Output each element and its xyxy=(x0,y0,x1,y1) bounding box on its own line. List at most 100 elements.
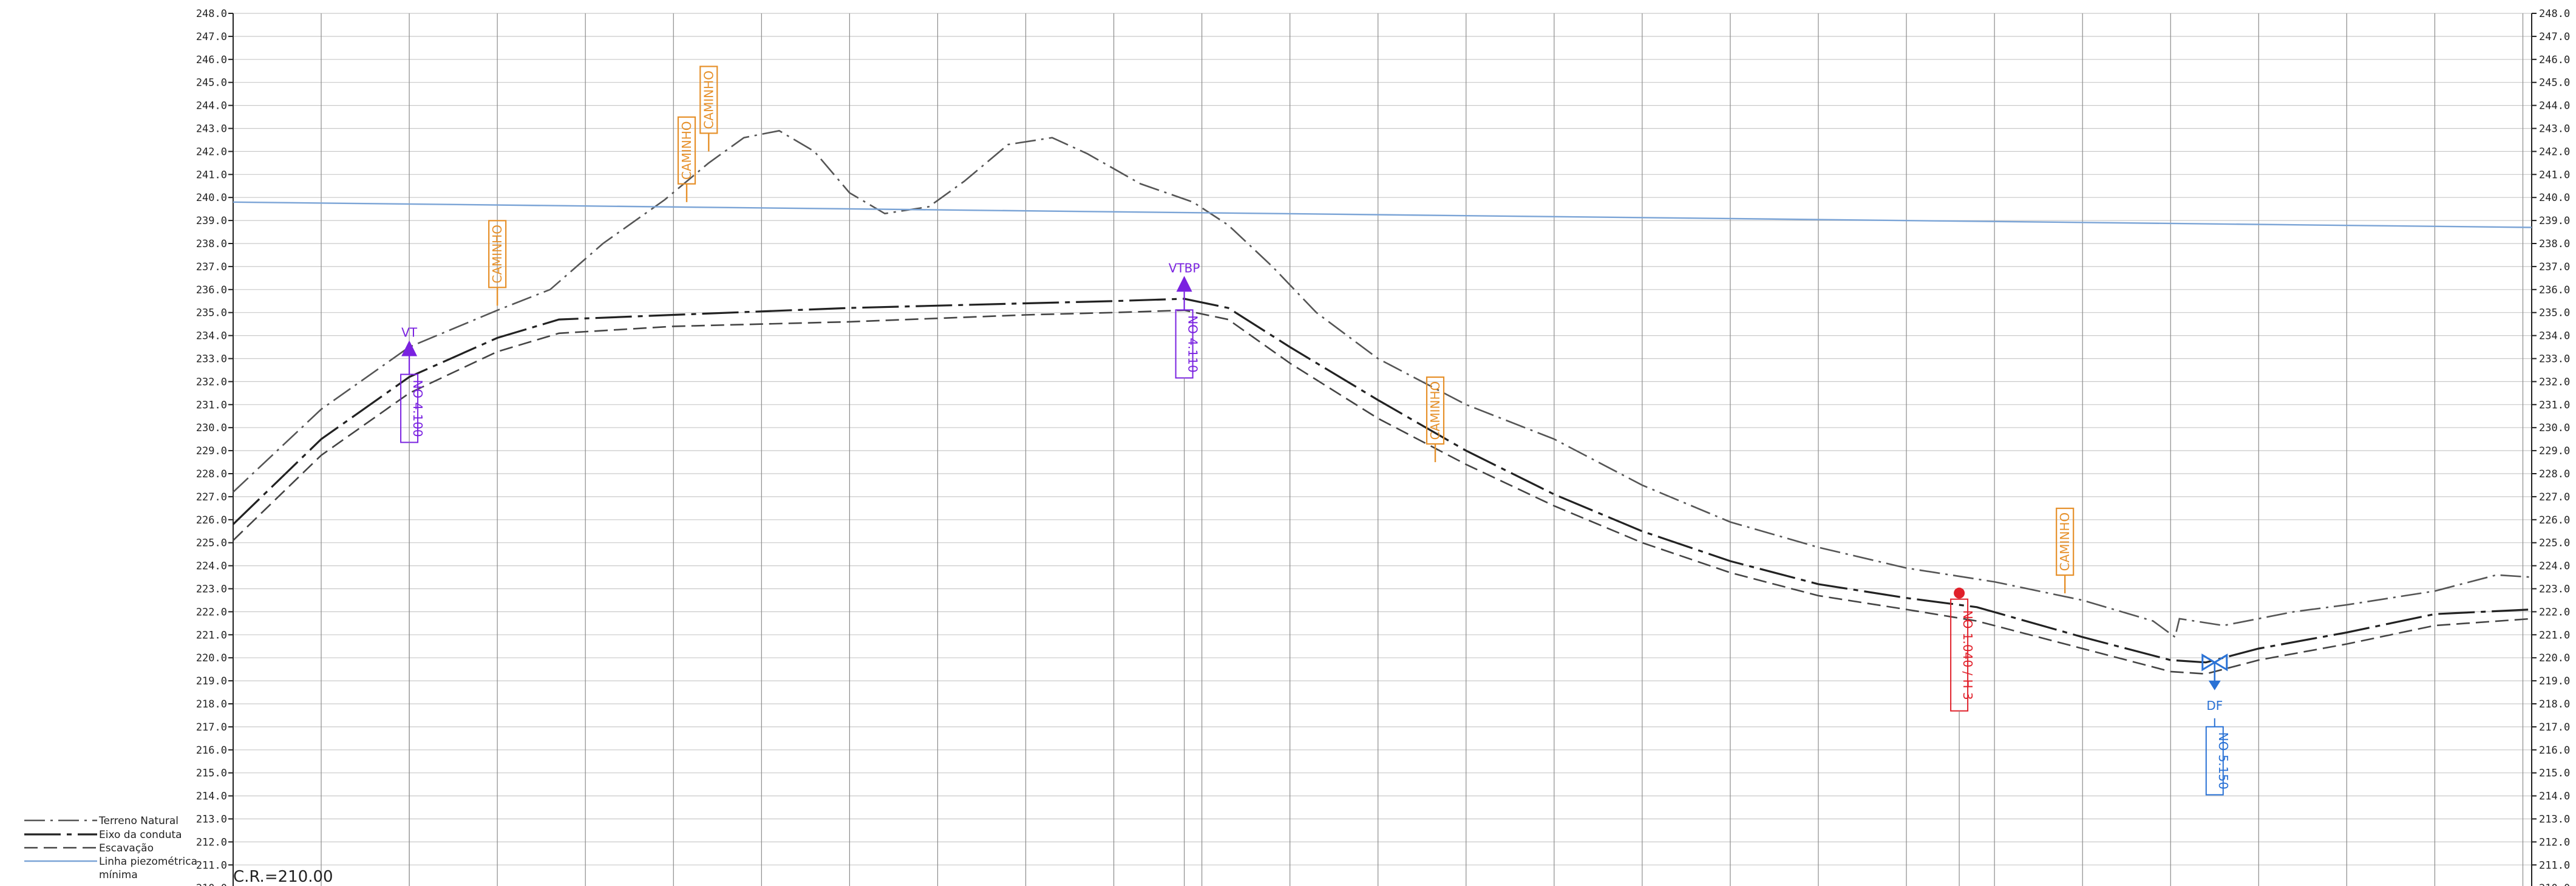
no1040-label-box xyxy=(1950,598,1969,712)
tick-label-left: 241.0 xyxy=(196,169,227,181)
no1040-node-label: NO 1.040 / H 3 xyxy=(1960,610,1975,700)
tick-label-right: 215.0 xyxy=(2539,768,2570,780)
tick-label-right: 222.0 xyxy=(2539,606,2570,618)
tick-label-left: 232.0 xyxy=(196,376,227,388)
tick-label-right: 248.0 xyxy=(2539,8,2570,20)
tick-label-right: 233.0 xyxy=(2539,353,2570,366)
piezo-line xyxy=(233,201,2532,228)
tick-label-left: 242.0 xyxy=(196,146,227,158)
tick-label-right: 243.0 xyxy=(2539,123,2570,135)
tick-label-right: 229.0 xyxy=(2539,445,2570,457)
tick-label-left: 222.0 xyxy=(196,606,227,618)
no1040-node-dot xyxy=(1954,587,1965,599)
tick-label-left: 213.0 xyxy=(196,814,227,826)
df-node-label: NO 5.150 xyxy=(2216,732,2231,789)
df-drain-arrow-icon xyxy=(2208,680,2221,690)
caminho1-label: CAMINHO xyxy=(490,225,505,284)
tick-label-right: 217.0 xyxy=(2539,721,2570,734)
tick-label-left: 230.0 xyxy=(196,422,227,434)
tick-label-left: 236.0 xyxy=(196,284,227,296)
tick-label-right: 218.0 xyxy=(2539,698,2570,711)
tick-label-right: 213.0 xyxy=(2539,814,2570,826)
tick-label-left: 238.0 xyxy=(196,238,227,250)
legend-terrain-label: Terreno Natural xyxy=(98,815,178,827)
tick-label-left: 224.0 xyxy=(196,561,227,573)
tick-label-left: 225.0 xyxy=(196,537,227,550)
tick-label-left: 218.0 xyxy=(196,698,227,711)
tick-label-right: 210.0 xyxy=(2539,882,2570,886)
tick-label-left: 221.0 xyxy=(196,629,227,641)
tick-label-left: 229.0 xyxy=(196,445,227,457)
tick-label-right: 214.0 xyxy=(2539,791,2570,803)
tick-label-left: 239.0 xyxy=(196,215,227,227)
vt-vent-icon xyxy=(401,340,418,356)
legend-pipe-label: Eixo da conduta xyxy=(99,829,182,841)
df-valve-right xyxy=(2212,653,2228,672)
df-valve-left xyxy=(2201,653,2217,672)
tick-label-right: 224.0 xyxy=(2539,561,2570,573)
horizontal-grid xyxy=(233,13,2532,865)
pipe-line xyxy=(232,298,2532,664)
vtbp-node-label: NO 4.110 xyxy=(1186,315,1200,372)
legend-excavation-label: Escavação xyxy=(99,842,154,854)
legend-piezometric-label-line2: mínima xyxy=(99,869,138,881)
tick-label-right: 223.0 xyxy=(2539,584,2570,596)
tick-label-left: 228.0 xyxy=(196,468,227,480)
tick-label-left: 244.0 xyxy=(196,100,227,112)
tick-label-left: 219.0 xyxy=(196,675,227,687)
tick-label-right: 242.0 xyxy=(2539,146,2570,158)
elevation-tick-labels: 248.0 248.0 247.0 247.0 246.0 246.0 245.0 245.0… xyxy=(196,8,2570,886)
tick-label-left: 245.0 xyxy=(196,77,227,89)
reference-level-label: C.R.=210.00 xyxy=(233,868,333,886)
legend: Terreno Natural Eixo da conduta Escavaçã… xyxy=(24,815,197,881)
caminho2-label: CAMINHO xyxy=(679,121,694,180)
df-bottom-label: DF xyxy=(2206,698,2223,713)
vtbp-vent-icon xyxy=(1176,276,1192,292)
tick-label-right: 240.0 xyxy=(2539,192,2570,204)
tick-label-right: 227.0 xyxy=(2539,491,2570,503)
tick-label-left: 231.0 xyxy=(196,399,227,411)
tick-label-left: 211.0 xyxy=(196,859,227,871)
tick-label-right: 236.0 xyxy=(2539,284,2570,296)
tick-label-left: 246.0 xyxy=(196,54,227,66)
tick-label-right: 246.0 xyxy=(2539,54,2570,66)
caminho3-label: CAMINHO xyxy=(701,70,716,129)
tick-label-right: 239.0 xyxy=(2539,215,2570,227)
excav-line xyxy=(233,309,2532,675)
tick-label-right: 231.0 xyxy=(2539,399,2570,411)
tick-label-left: 227.0 xyxy=(196,491,227,503)
tick-label-right: 225.0 xyxy=(2539,537,2570,550)
tick-label-left: 233.0 xyxy=(196,353,227,366)
tick-label-right: 238.0 xyxy=(2539,238,2570,250)
tick-label-left: 240.0 xyxy=(196,192,227,204)
tick-label-left: 235.0 xyxy=(196,307,227,319)
tick-label-right: 247.0 xyxy=(2539,31,2570,43)
tick-label-left: 216.0 xyxy=(196,745,227,757)
tick-label-left: 212.0 xyxy=(196,836,227,848)
tick-label-left: 234.0 xyxy=(196,330,227,342)
station-gridlines xyxy=(321,13,2524,886)
tick-label-left: 226.0 xyxy=(196,514,227,526)
tick-label-right: 216.0 xyxy=(2539,745,2570,757)
tick-label-right: 230.0 xyxy=(2539,422,2570,434)
legend-piezometric-label: Linha piezométrica xyxy=(99,856,197,868)
caminho4-label: CAMINHO xyxy=(1428,381,1443,440)
vt-top-label: VT xyxy=(401,325,418,340)
tick-label-right: 234.0 xyxy=(2539,330,2570,342)
tick-label-left: 237.0 xyxy=(196,261,227,273)
tick-label-right: 221.0 xyxy=(2539,629,2570,641)
caminho1-box xyxy=(488,220,507,288)
tick-label-left: 247.0 xyxy=(196,31,227,43)
tick-label-right: 228.0 xyxy=(2539,468,2570,480)
tick-label-right: 211.0 xyxy=(2539,859,2570,871)
tick-label-left: 215.0 xyxy=(196,768,227,780)
tick-label-right: 226.0 xyxy=(2539,514,2570,526)
tick-label-right: 244.0 xyxy=(2539,100,2570,112)
tick-label-right: 241.0 xyxy=(2539,169,2570,181)
tick-label-left: 223.0 xyxy=(196,584,227,596)
terrain-line xyxy=(233,129,2532,639)
caminho2-box xyxy=(677,116,696,185)
tick-label-left: 210.0 xyxy=(196,882,227,886)
df-label-box xyxy=(2205,726,2224,796)
